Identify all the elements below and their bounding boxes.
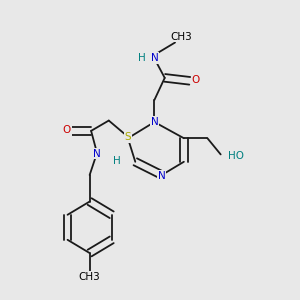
Text: CH3: CH3 (79, 272, 100, 282)
Text: HO: HO (228, 151, 244, 161)
Text: S: S (124, 132, 131, 142)
Text: O: O (63, 125, 71, 135)
Text: N: N (92, 148, 100, 158)
Text: N: N (158, 171, 166, 181)
Text: N: N (151, 117, 158, 127)
Text: CH3: CH3 (171, 32, 192, 42)
Text: H: H (113, 156, 121, 166)
Text: N: N (151, 53, 159, 63)
Text: H: H (138, 53, 146, 63)
Text: O: O (192, 75, 200, 85)
